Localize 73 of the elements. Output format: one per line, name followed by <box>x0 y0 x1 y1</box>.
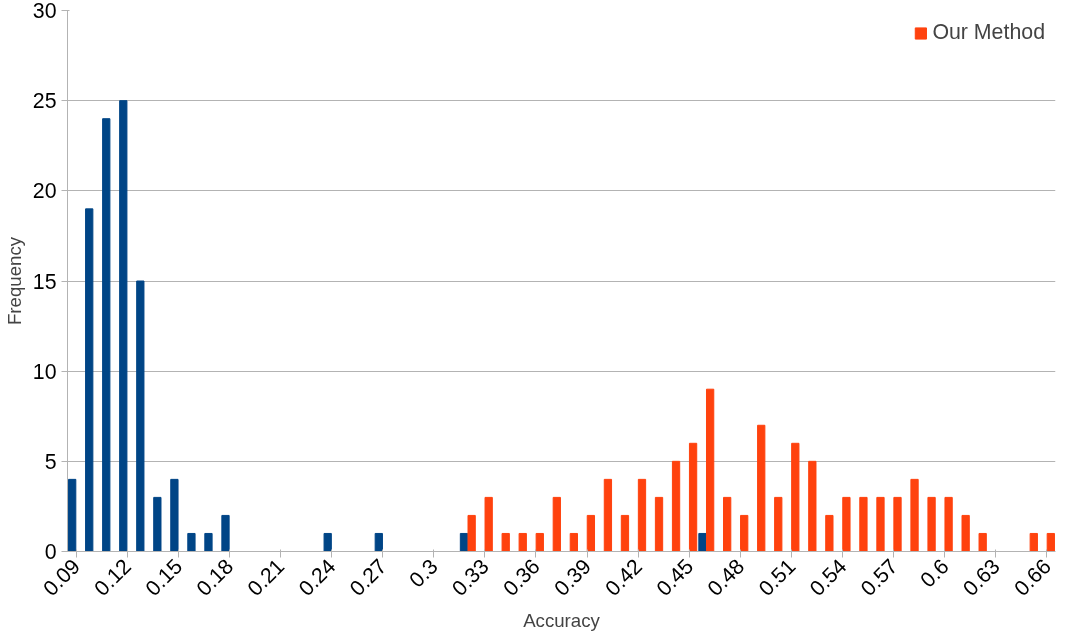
x-tick-label: 0.48 <box>702 554 750 601</box>
y-tick-label: 10 <box>32 359 57 384</box>
legend-label: Our Method <box>932 20 1045 45</box>
bar <box>791 442 800 552</box>
x-tick-label: 0.54 <box>805 554 852 601</box>
x-tick-label: 0.33 <box>447 554 494 601</box>
bar <box>842 496 851 552</box>
bar <box>170 478 179 552</box>
bar <box>859 496 868 552</box>
x-tick-label: 0.15 <box>140 554 188 601</box>
bar <box>808 460 817 552</box>
bar <box>119 100 128 552</box>
x-tick-label: 0.3 <box>404 554 443 593</box>
bar <box>374 532 383 552</box>
bar <box>740 514 749 552</box>
bar <box>705 388 715 552</box>
bar <box>586 514 596 552</box>
bar <box>484 496 493 552</box>
x-tick-label: 0.21 <box>242 554 290 601</box>
y-tick-label: 15 <box>32 269 57 294</box>
bar <box>467 514 476 552</box>
y-tick-label: 30 <box>32 0 57 23</box>
bar <box>518 532 527 552</box>
bar <box>323 532 332 552</box>
x-tick-label: 0.66 <box>1009 554 1056 601</box>
bar <box>68 478 77 552</box>
x-tick-label: 0.12 <box>89 554 136 601</box>
x-tick-label: 0.45 <box>651 554 699 601</box>
bar <box>204 532 213 552</box>
bar <box>136 280 145 552</box>
y-axis-title: Frequency <box>3 236 25 326</box>
bar <box>654 496 664 552</box>
bar <box>927 496 936 552</box>
bar <box>85 208 94 552</box>
x-tick-label: 0.39 <box>549 554 596 601</box>
bar <box>910 478 919 552</box>
bar <box>102 118 111 552</box>
bar <box>1029 532 1038 552</box>
bar <box>825 514 834 552</box>
bar <box>535 532 544 552</box>
bar <box>671 460 681 552</box>
y-tick-label: 25 <box>32 89 57 114</box>
bar <box>688 442 698 552</box>
bar <box>757 424 766 552</box>
bar <box>603 478 613 552</box>
bar <box>944 496 953 552</box>
x-tick-label: 0.36 <box>498 554 545 601</box>
bar <box>153 496 162 552</box>
bar <box>187 532 196 552</box>
bar <box>637 478 647 552</box>
x-tick-label: 0.24 <box>294 554 341 601</box>
bar <box>978 532 987 552</box>
y-tick-label: 20 <box>32 179 57 204</box>
bar <box>698 532 707 552</box>
x-tick-label: 0.6 <box>915 554 954 593</box>
x-tick-label: 0.42 <box>600 554 647 601</box>
bar <box>221 514 230 552</box>
bar <box>552 496 561 552</box>
bar <box>1046 532 1055 552</box>
bar <box>569 532 578 552</box>
bar <box>961 514 970 552</box>
y-tick-label: 0 <box>44 540 57 564</box>
bar <box>501 532 510 552</box>
bar <box>893 496 902 552</box>
bar <box>876 496 885 552</box>
bar <box>774 496 783 552</box>
x-tick-label: 0.51 <box>753 554 801 601</box>
x-axis-title: Accuracy <box>523 610 601 632</box>
x-tick-label: 0.63 <box>958 554 1005 601</box>
y-tick-label: 5 <box>44 449 57 474</box>
bar <box>723 496 732 552</box>
x-tick-label: 0.18 <box>191 554 239 601</box>
bar <box>620 514 630 552</box>
